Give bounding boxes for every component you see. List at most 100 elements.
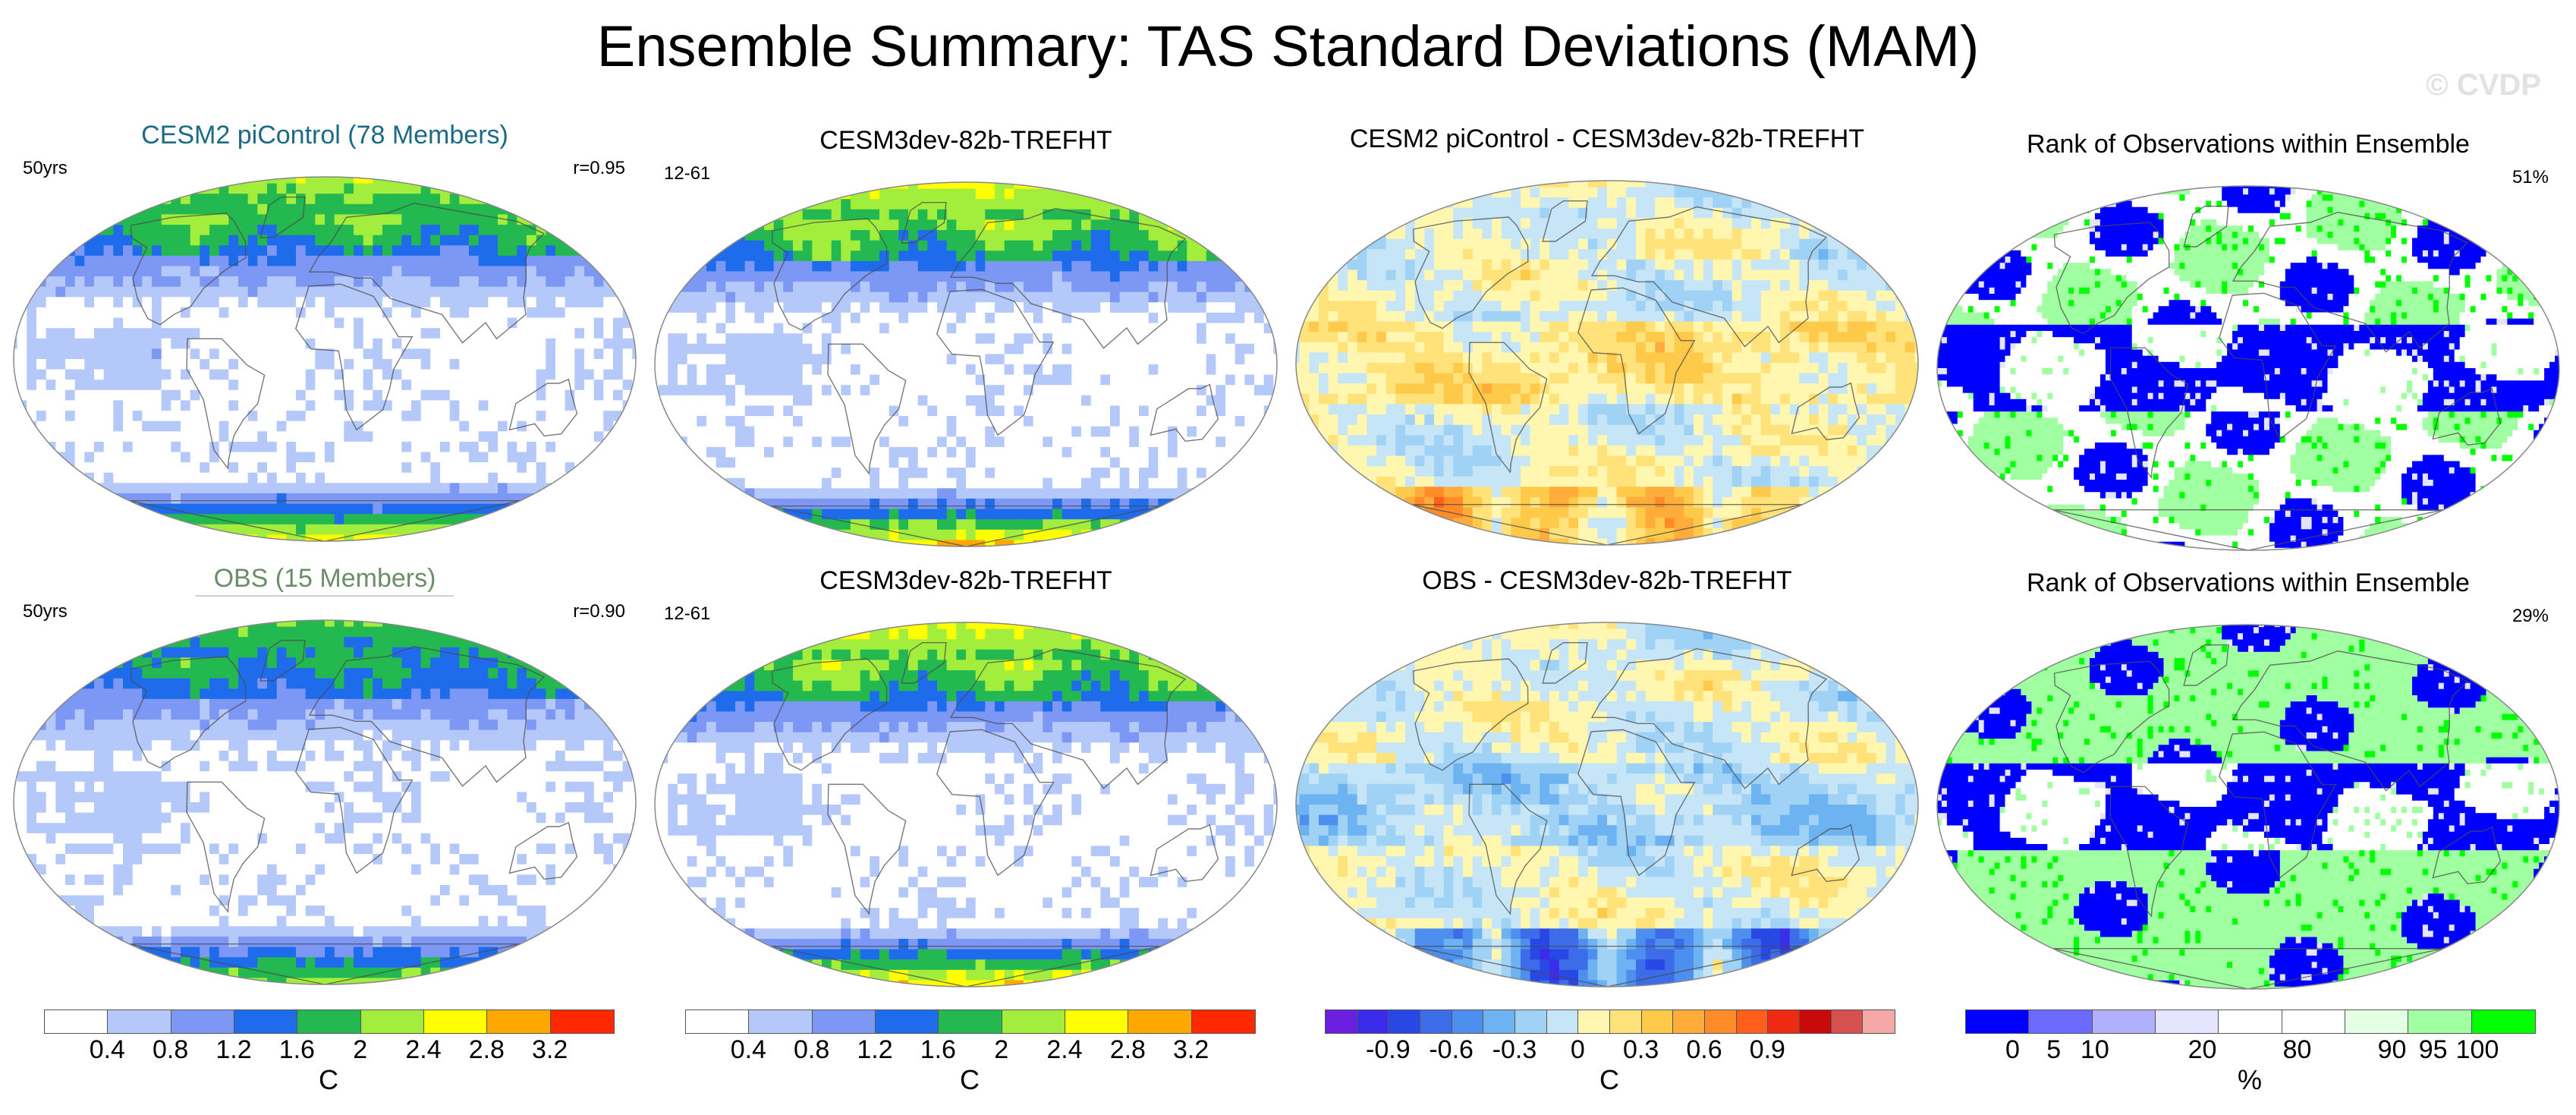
grid-cell [132,524,143,535]
grid-cell [478,307,489,319]
grid-cell [219,380,229,391]
grid-cell [831,374,841,386]
grid-cell [1376,181,1387,188]
grid-cell [851,374,861,386]
grid-cell [181,317,191,329]
grid-cell [1338,181,1348,188]
grid-cell [536,328,546,339]
grid-cell [831,312,841,324]
grid-cell [1177,364,1187,376]
grid-cell [1062,302,1072,313]
grid-cell [55,235,66,246]
grid-cell [1225,199,1236,210]
grid-cell [1033,477,1043,489]
grid-cell [420,472,431,483]
grid-cell [985,282,995,293]
grid-cell [392,380,402,391]
grid-cell [1129,354,1140,365]
grid-cell [822,498,832,510]
grid-cell [716,188,726,200]
grid-cell [1052,312,1063,324]
grid-cell [687,446,697,458]
grid-cell [181,369,191,380]
grid-cell [1004,405,1014,417]
grid-cell [1139,250,1150,262]
grid-cell [1139,271,1150,282]
grid-cell [84,203,95,215]
grid-cell [1244,385,1255,396]
grid-cell [449,503,460,515]
grid-cell [927,364,938,376]
grid-cell [632,514,636,525]
grid-cell [267,534,278,541]
grid-cell [584,255,595,267]
grid-cell [793,354,804,365]
grid-cell [927,323,938,334]
grid-cell [113,431,124,443]
grid-cell [1148,199,1159,210]
grid-cell [1148,323,1159,334]
grid-cell [27,225,37,236]
grid-cell [1328,197,1338,209]
grid-cell [1225,477,1236,489]
grid-cell [181,534,191,541]
grid-cell [171,245,181,257]
grid-cell [725,374,736,386]
grid-cell [74,297,85,308]
grid-cell [36,380,47,391]
grid-cell [209,328,220,339]
grid-cell [488,514,499,525]
grid-cell [420,338,431,349]
grid-cell [267,328,278,339]
grid-cell [152,177,162,184]
grid-cell [1235,333,1245,345]
grid-cell [296,194,307,205]
grid-cell [870,457,880,468]
grid-cell [744,333,755,345]
grid-cell [927,405,938,417]
grid-cell [773,333,784,345]
grid-cell [440,203,451,215]
grid-cell [161,297,171,308]
grid-cell [267,255,278,267]
grid-cell [565,286,575,298]
grid-cell [296,534,307,541]
grid-cell [812,426,822,437]
grid-cell [870,374,880,386]
grid-cell [498,472,508,483]
grid-cell [870,209,880,220]
grid-cell [113,297,124,308]
grid-cell [593,534,604,541]
grid-cell [1482,181,1492,188]
grid-cell [276,297,287,308]
grid-cell [190,359,200,370]
grid-cell [103,214,114,225]
grid-cell [1014,209,1024,220]
grid-cell [152,183,162,194]
grid-cell [498,255,508,267]
grid-cell [1235,260,1245,272]
grid-cell [161,177,171,184]
grid-cell [536,524,546,535]
grid-cell [488,462,499,474]
grid-cell [1090,540,1101,546]
grid-cell [190,317,200,329]
grid-cell [286,493,297,505]
grid-cell [1100,250,1111,262]
grid-cell [420,235,431,246]
grid-cell [14,493,18,505]
grid-cell [411,177,422,184]
grid-cell [1235,282,1245,293]
grid-cell [1225,302,1236,313]
grid-cell [927,230,938,241]
grid-cell [1616,187,1627,198]
grid-cell [65,255,76,267]
grid-cell [1024,219,1034,231]
grid-cell [469,400,480,411]
grid-cell [498,266,508,277]
grid-cell [812,354,822,365]
grid-cell [632,359,636,370]
grid-cell [655,182,659,190]
grid-cell [754,333,765,345]
grid-cell [793,405,804,417]
